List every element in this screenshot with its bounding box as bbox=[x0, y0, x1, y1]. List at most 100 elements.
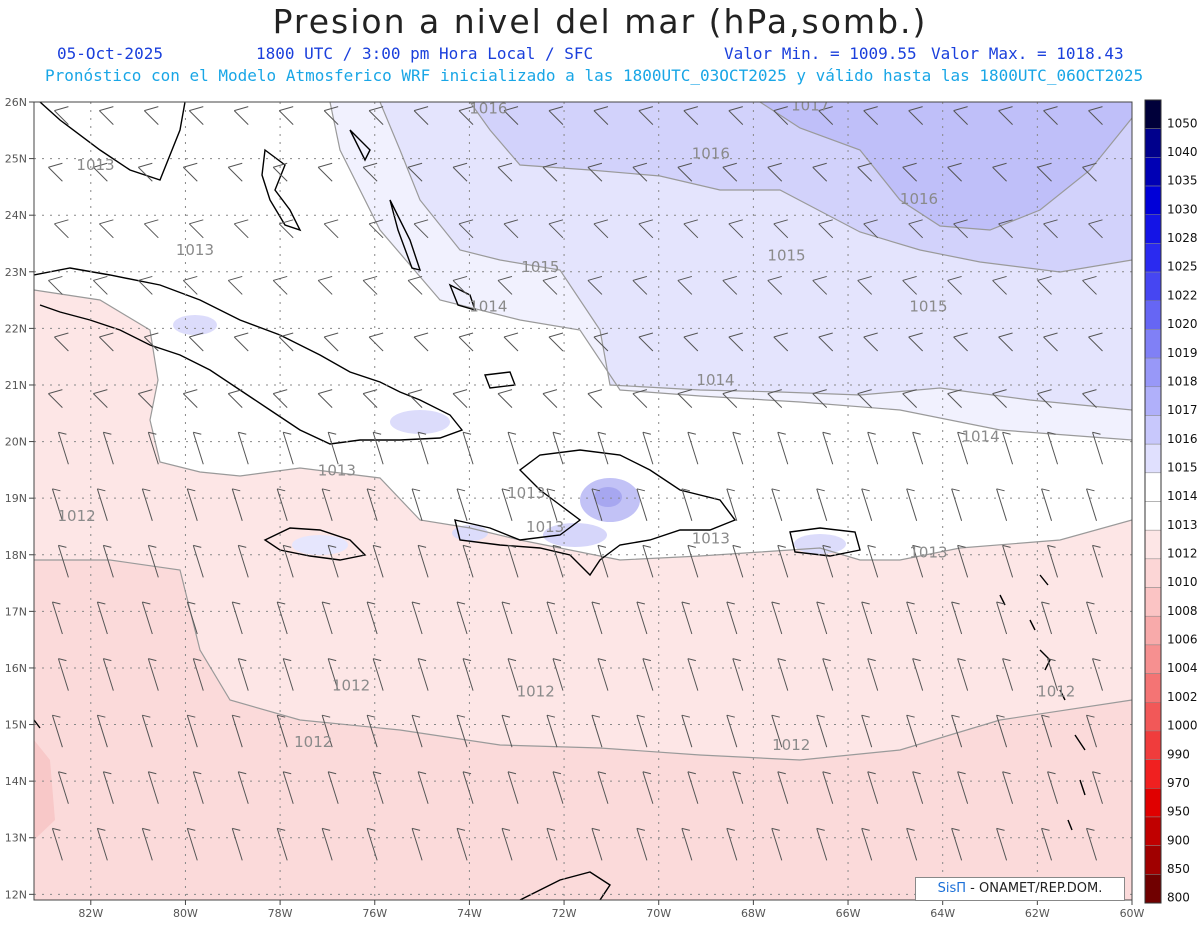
wind-barb bbox=[54, 332, 69, 352]
wind-barb bbox=[593, 219, 609, 239]
wind-barb bbox=[912, 658, 924, 691]
wind-barb bbox=[99, 332, 114, 352]
lesser-antilles bbox=[999, 574, 1086, 831]
wind-barb bbox=[957, 544, 969, 578]
wind-barb bbox=[642, 771, 654, 804]
wind-barb bbox=[497, 162, 513, 182]
wind-barb bbox=[636, 714, 648, 748]
wind-barb bbox=[57, 771, 69, 804]
wind-barb bbox=[996, 601, 1008, 635]
pressure-band-1010 bbox=[34, 740, 55, 840]
wind-barb bbox=[188, 106, 204, 125]
colorbar-swatch bbox=[1144, 415, 1162, 445]
wind-barb bbox=[372, 431, 384, 465]
wind-barb bbox=[777, 658, 789, 691]
wind-barb bbox=[276, 827, 288, 861]
contour-label: 1014 bbox=[961, 428, 999, 446]
wind-barb bbox=[276, 488, 288, 521]
wind-barb bbox=[548, 332, 564, 352]
wind-barb bbox=[317, 389, 333, 408]
wind-barb bbox=[1041, 714, 1053, 748]
wind-barb bbox=[677, 162, 693, 182]
wind-barb bbox=[456, 488, 468, 521]
wind-barb bbox=[1086, 827, 1097, 861]
colorbar-swatch bbox=[1144, 386, 1162, 416]
wind-barb bbox=[501, 827, 513, 861]
wind-barb bbox=[503, 106, 519, 125]
wind-barb bbox=[186, 827, 198, 861]
wind-barb bbox=[231, 601, 243, 635]
wind-barb bbox=[102, 544, 114, 578]
wind-barb bbox=[366, 488, 378, 521]
wind-barb bbox=[372, 771, 384, 804]
wind-barb bbox=[282, 544, 294, 578]
wind-barb bbox=[597, 771, 609, 804]
bahamas-island-2 bbox=[349, 129, 371, 162]
wind-barb bbox=[818, 106, 834, 125]
wind-barb bbox=[1002, 544, 1014, 578]
colorbar-label: 1012 bbox=[1167, 547, 1198, 561]
colorbar-swatch bbox=[1144, 816, 1162, 846]
wind-barb bbox=[362, 162, 378, 182]
colorbar-label: 1040 bbox=[1167, 145, 1198, 159]
colorbar-label: 970 bbox=[1167, 776, 1190, 790]
colorbar-label: 950 bbox=[1167, 805, 1190, 819]
colorbar-label: 1014 bbox=[1167, 489, 1198, 503]
colorbar-label: 1004 bbox=[1167, 661, 1198, 675]
wind-barb bbox=[188, 332, 204, 352]
wind-barb bbox=[992, 162, 1007, 182]
wind-barb bbox=[1037, 162, 1052, 182]
wind-barb bbox=[503, 219, 519, 239]
colorbar-swatch bbox=[1144, 673, 1162, 703]
contour-label: 1016 bbox=[692, 145, 730, 163]
colorbar-label: 1050 bbox=[1167, 116, 1198, 130]
wind-barb bbox=[497, 275, 513, 295]
wind-barb bbox=[957, 658, 969, 691]
wind-barb bbox=[462, 431, 474, 465]
wind-barb bbox=[96, 714, 108, 748]
colorbar-label: 1019 bbox=[1167, 346, 1198, 360]
credit-box: SisΠ - ONAMET/REP.DOM. bbox=[915, 877, 1125, 901]
forecast-info-label: Pronóstico con el Modelo Atmosferico WRF… bbox=[45, 66, 1144, 85]
wind-barb bbox=[411, 714, 423, 748]
wind-barb bbox=[902, 162, 918, 182]
wind-barb bbox=[542, 389, 558, 408]
colorbar-swatch bbox=[1144, 472, 1162, 502]
wind-barb bbox=[587, 162, 603, 182]
contour-label: 1013 bbox=[318, 462, 356, 480]
wind-barb bbox=[96, 601, 108, 635]
wind-barb bbox=[51, 488, 63, 521]
wind-barb bbox=[143, 332, 159, 352]
contour-label: 1013 bbox=[76, 156, 114, 174]
wind-barb bbox=[407, 162, 423, 182]
wind-barb bbox=[147, 431, 159, 465]
wind-barb bbox=[1086, 488, 1097, 521]
colorbar-label: 1008 bbox=[1167, 604, 1198, 618]
wind-barb bbox=[141, 601, 153, 635]
wind-barb bbox=[507, 771, 519, 804]
wind-barb bbox=[677, 275, 693, 295]
colorbar-label: 1025 bbox=[1167, 260, 1198, 274]
wind-barb bbox=[407, 275, 423, 295]
colorbar-swatch bbox=[1144, 587, 1162, 617]
wind-barb bbox=[906, 601, 918, 635]
wind-barb bbox=[366, 601, 378, 635]
lon-label: 62W bbox=[1025, 907, 1050, 920]
wind-barb bbox=[591, 601, 603, 635]
wind-barb bbox=[998, 332, 1013, 352]
contour-labels: 1016 1017 1016 1016 1013 1013 1015 1015 1014 1015… bbox=[58, 102, 1076, 754]
wind-barb bbox=[452, 389, 468, 408]
wind-barb bbox=[1092, 771, 1103, 804]
wind-barb bbox=[227, 162, 243, 182]
wind-barb bbox=[507, 658, 519, 691]
wind-barb bbox=[732, 544, 744, 578]
wind-barb bbox=[186, 488, 198, 521]
colorbar-label: 1010 bbox=[1167, 575, 1198, 589]
colorbar-label: 850 bbox=[1167, 862, 1190, 876]
wind-barb bbox=[48, 275, 63, 295]
wind-barb bbox=[552, 431, 564, 465]
wind-barb bbox=[992, 389, 1007, 408]
wind-barb bbox=[362, 389, 378, 408]
wind-barb bbox=[1002, 431, 1014, 465]
colorbar-swatch bbox=[1144, 788, 1162, 818]
